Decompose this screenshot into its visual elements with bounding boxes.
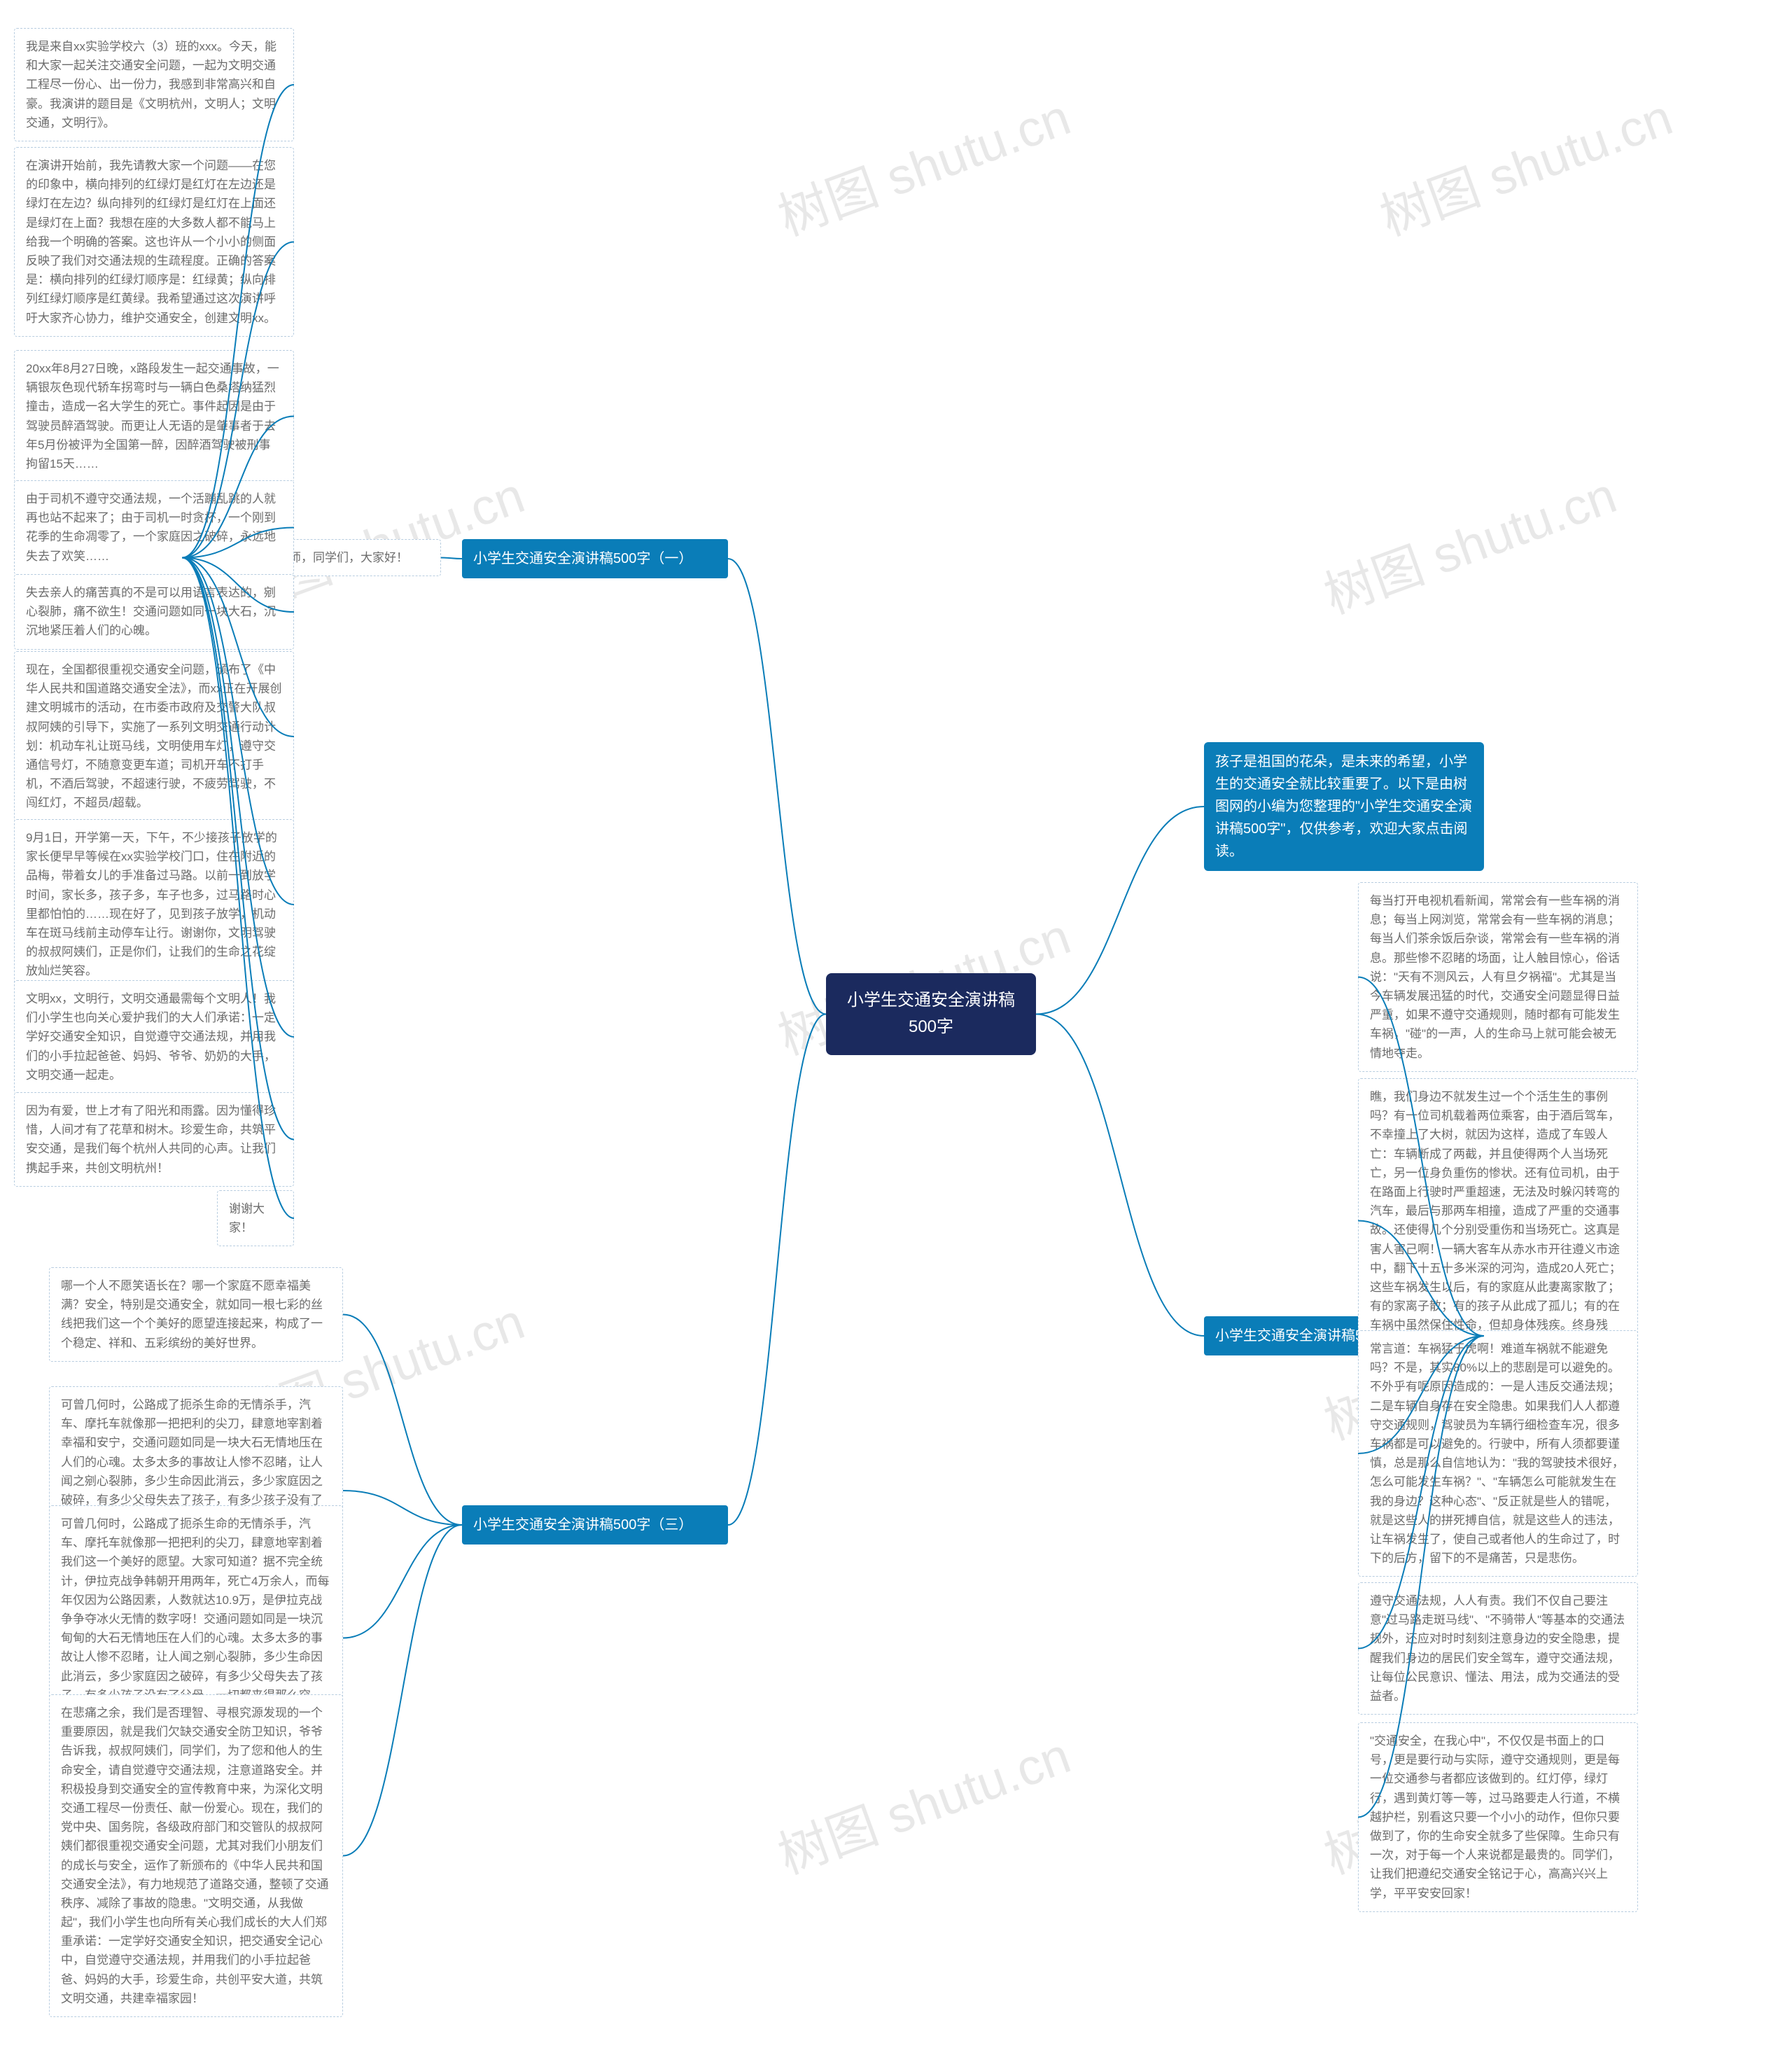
connector bbox=[728, 559, 826, 1014]
leaf-node: 20xx年8月27日晚，x路段发生一起交通事故，一辆银灰色现代轿车拐弯时与一辆白… bbox=[14, 350, 294, 482]
watermark: 树图 shutu.cn bbox=[1368, 76, 1681, 250]
connector bbox=[343, 1491, 462, 1525]
leaf-node: 谢谢大家！ bbox=[217, 1190, 294, 1246]
leaf-node: 因为有爱，世上才有了阳光和雨露。因为懂得珍惜，人间才有了花草和树木。珍爱生命，共… bbox=[14, 1092, 294, 1187]
leaf-node: 瞧，我们身边不就发生过一个个活生生的事例吗？有一位司机载着两位乘客，由于酒后驾车… bbox=[1358, 1078, 1638, 1363]
leaf-node: 遵守交通法规，人人有责。我们不仅自己要注意"过马路走斑马线"、"不骑带人"等基本… bbox=[1358, 1582, 1638, 1715]
leaf-node: 失去亲人的痛苦真的不是可以用语言表达的，剜心裂肺，痛不欲生！交通问题如同一块大石… bbox=[14, 574, 294, 650]
leaf-node: 在悲痛之余，我们是否理智、寻根究源发现的一个重要原因，就是我们欠缺交通安全防卫知… bbox=[49, 1694, 343, 2017]
connector bbox=[343, 1315, 462, 1526]
connector bbox=[343, 1525, 462, 1856]
leaf-node: 在演讲开始前，我先请教大家一个问题——在您的印象中，横向排列的红绿灯是红灯在左边… bbox=[14, 147, 294, 337]
leaf-node: 文明xx，文明行，文明交通最需每个文明人！我们小学生也向关心爱护我们的大人们承诺… bbox=[14, 980, 294, 1094]
leaf-node: 由于司机不遵守交通法规，一个活蹦乱跳的人就再也站不起来了；由于司机一时贪杯，一个… bbox=[14, 480, 294, 575]
leaf-node: 常言道：车祸猛于虎啊！难道车祸就不能避免吗？不是，其实80%以上的悲剧是可以避免… bbox=[1358, 1330, 1638, 1577]
connector bbox=[343, 1525, 462, 1638]
branch-node: 小学生交通安全演讲稿500字（三） bbox=[462, 1505, 728, 1545]
watermark: 树图 shutu.cn bbox=[1312, 454, 1625, 628]
connector bbox=[441, 558, 462, 559]
leaf-node: 现在，全国都很重视交通安全问题，颁布了《中华人民共和国道路交通安全法》，而xx正… bbox=[14, 651, 294, 822]
leaf-node: 我是来自xx实验学校六（3）班的xxx。今天，能和大家一起关注交通安全问题，一起… bbox=[14, 28, 294, 141]
leaf-node: 每当打开电视机看新闻，常常会有一些车祸的消息；每当上网浏览，常常会有一些车祸的消… bbox=[1358, 882, 1638, 1072]
connector bbox=[728, 1014, 826, 1526]
connector bbox=[1036, 807, 1204, 1014]
leaf-node: "交通安全，在我心中"，不仅仅是书面上的口号，更是要行动与实际，遵守交通规则，更… bbox=[1358, 1722, 1638, 1912]
root-node: 小学生交通安全演讲稿500字 bbox=[826, 973, 1036, 1055]
watermark: 树图 shutu.cn bbox=[766, 76, 1079, 250]
intro-node: 孩子是祖国的花朵，是未来的希望，小学生的交通安全就比较重要了。以下是由树图网的小… bbox=[1204, 742, 1484, 871]
leaf-node: 哪一个人不愿笑语长在？哪一个家庭不愿幸福美满？安全，特别是交通安全，就如同一根七… bbox=[49, 1267, 343, 1362]
connector bbox=[1036, 1014, 1204, 1337]
leaf-node: 9月1日，开学第一天，下午，不少接孩子放学的家长便早早等候在xx实验学校门口，住… bbox=[14, 819, 294, 990]
branch-node: 小学生交通安全演讲稿500字（一） bbox=[462, 539, 728, 578]
watermark: 树图 shutu.cn bbox=[766, 1715, 1079, 1888]
